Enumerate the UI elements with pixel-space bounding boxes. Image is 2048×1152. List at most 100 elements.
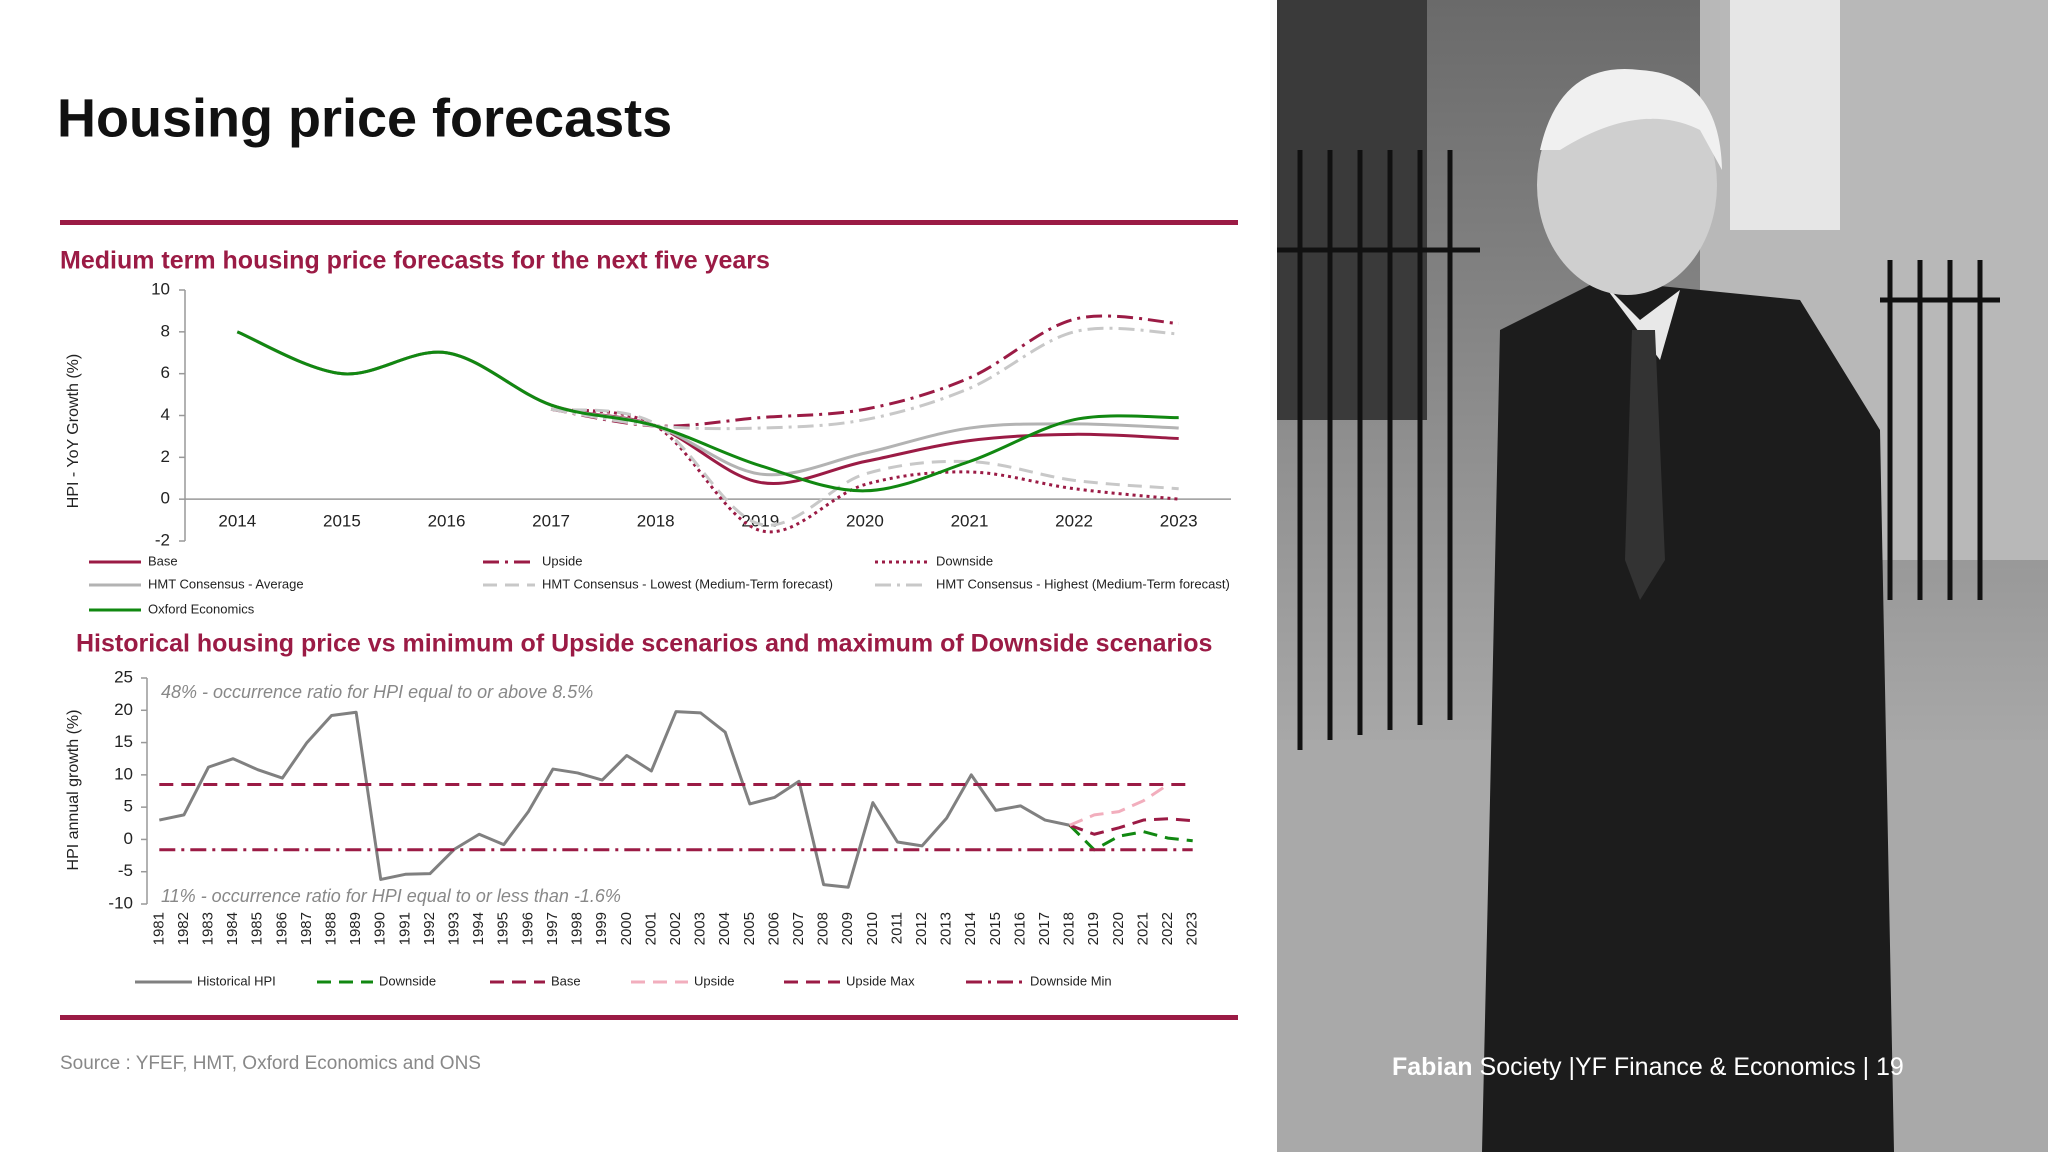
series-line — [1069, 783, 1169, 827]
y-tick-label: 4 — [161, 405, 170, 424]
chart-subtitle: Historical housing price vs minimum of U… — [76, 630, 1212, 658]
x-tick-label: 2008 — [815, 912, 832, 945]
photo: Fabian Society |YF Finance & Economics |… — [1277, 0, 2048, 1152]
legend-label: Downside — [936, 553, 993, 568]
y-tick-label: 6 — [161, 363, 170, 382]
x-tick-label: 1998 — [569, 912, 586, 945]
x-tick-label: 2012 — [913, 912, 930, 945]
x-tick-label: 2014 — [218, 511, 256, 530]
x-tick-label: 2015 — [323, 511, 361, 530]
x-tick-label: 1981 — [150, 912, 167, 945]
series-line — [236, 330, 1179, 493]
x-tick-label: 2019 — [741, 511, 779, 530]
series-line — [550, 326, 1179, 431]
y-tick-label: -2 — [155, 530, 170, 549]
x-tick-label: 1995 — [495, 912, 512, 945]
x-tick-label: 1991 — [396, 912, 413, 945]
y-tick-label: 0 — [161, 489, 170, 508]
series-line — [550, 407, 1179, 527]
x-tick-label: 2015 — [987, 912, 1004, 945]
x-tick-label: 2023 — [1184, 912, 1201, 945]
footer-org-bold: Fabian — [1392, 1053, 1473, 1081]
legend-label: Base — [148, 553, 178, 568]
x-tick-label: 2005 — [741, 912, 758, 945]
x-tick-label: 1997 — [544, 912, 561, 945]
y-tick-label: 20 — [114, 700, 133, 719]
page-number: 19 — [1876, 1053, 1904, 1081]
x-tick-label: 1983 — [199, 912, 216, 945]
x-tick-label: 2013 — [938, 912, 955, 945]
legend-label: Upside Max — [846, 973, 915, 988]
annotation: 48% - occurrence ratio for HPI equal to … — [161, 682, 593, 702]
x-tick-label: 2018 — [1061, 912, 1078, 945]
legend-label: Oxford Economics — [148, 601, 255, 616]
x-tick-label: 2016 — [1011, 912, 1028, 945]
legend-label: Historical HPI — [197, 973, 276, 988]
x-tick-label: 2001 — [642, 912, 659, 945]
x-tick-label: 2007 — [790, 912, 807, 945]
x-tick-label: 2019 — [1085, 912, 1102, 945]
x-tick-label: 2023 — [1160, 511, 1198, 530]
y-tick-label: 0 — [124, 829, 133, 848]
x-tick-label: 1985 — [249, 912, 266, 945]
x-tick-label: 2000 — [618, 912, 635, 945]
legend-label: HMT Consensus - Lowest (Medium-Term fore… — [542, 576, 833, 591]
rule — [60, 1015, 1238, 1020]
legend-label: Base — [551, 973, 581, 988]
x-tick-label: 1984 — [224, 912, 241, 945]
y-axis-label: HPI - YoY Growth (%) — [65, 354, 82, 508]
x-tick-label: 1989 — [347, 912, 364, 945]
x-tick-label: 2021 — [951, 511, 989, 530]
footer-org: Society — [1480, 1053, 1562, 1081]
y-tick-label: 8 — [161, 321, 170, 340]
x-tick-label: 2017 — [1036, 912, 1053, 945]
legend-label: Downside — [379, 973, 436, 988]
series-line — [550, 314, 1179, 428]
x-tick-label: 2006 — [765, 912, 782, 945]
x-tick-label: 2014 — [962, 912, 979, 945]
x-tick-label: 2004 — [716, 912, 733, 945]
legend-label: HMT Consensus - Average — [148, 576, 304, 591]
footer-text: |YF Finance & Economics | — [1568, 1053, 1869, 1081]
y-axis-label: HPI annual growth (%) — [65, 710, 82, 871]
x-tick-label: 2022 — [1159, 912, 1176, 945]
legend-label: Downside Min — [1030, 973, 1112, 988]
series-line — [1069, 817, 1193, 836]
x-tick-label: 1982 — [175, 912, 192, 945]
y-tick-label: 2 — [161, 447, 170, 466]
x-tick-label: 2009 — [839, 912, 856, 945]
x-tick-label: 2010 — [864, 912, 881, 945]
rule — [60, 220, 1238, 225]
series-line — [236, 330, 1179, 477]
x-tick-label: 1992 — [421, 912, 438, 945]
annotation: 11% - occurrence ratio for HPI equal to … — [161, 886, 621, 906]
x-tick-label: 2016 — [428, 511, 466, 530]
x-tick-label: 1988 — [323, 912, 340, 945]
x-tick-label: 1999 — [593, 912, 610, 945]
x-tick-label: 2011 — [888, 912, 905, 944]
x-tick-label: 1993 — [446, 912, 463, 945]
y-tick-label: 5 — [124, 797, 133, 816]
x-tick-label: 2018 — [637, 511, 675, 530]
series-line — [1068, 824, 1193, 852]
x-tick-label: 2017 — [532, 511, 570, 530]
legend-label: Upside — [694, 973, 734, 988]
x-tick-label: 2020 — [1110, 912, 1127, 945]
x-tick-label: 1987 — [298, 912, 315, 945]
series-line — [158, 710, 1070, 889]
x-tick-label: 1990 — [372, 912, 389, 945]
y-tick-label: 10 — [114, 764, 133, 783]
x-tick-label: 2002 — [667, 912, 684, 945]
y-tick-label: 10 — [151, 279, 170, 298]
y-tick-label: -10 — [108, 893, 133, 912]
x-tick-label: 2021 — [1134, 912, 1151, 945]
slide-title: Housing price forecasts — [57, 88, 672, 148]
x-tick-label: 2003 — [692, 912, 709, 945]
y-tick-label: 25 — [114, 667, 133, 686]
x-tick-label: 1986 — [273, 912, 290, 945]
x-tick-label: 2022 — [1055, 511, 1093, 530]
x-tick-label: 1994 — [470, 912, 487, 945]
x-tick-label: 2020 — [846, 511, 884, 530]
legend-label: HMT Consensus - Highest (Medium-Term for… — [936, 576, 1230, 591]
